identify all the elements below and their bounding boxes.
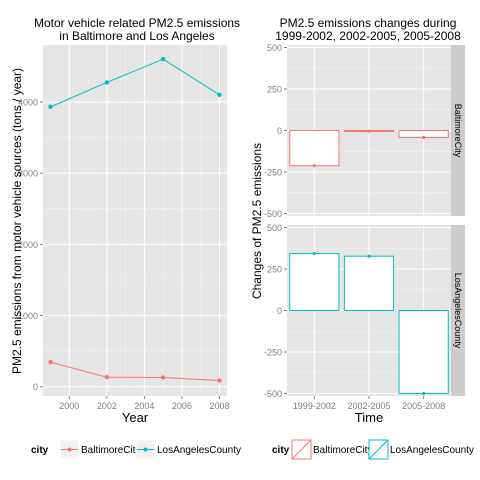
line-chart-x-tick-label: 2006 <box>172 401 192 411</box>
line-point-series-1 <box>160 56 166 62</box>
bar-chart-facets: -500 -250 0 250 500 BaltimoreCity -500 -250 0 250… <box>264 43 465 399</box>
line-chart-y-tick-label: 3000 <box>18 169 38 179</box>
bar-legend-label-baltimore: BaltimoreCity <box>313 445 372 456</box>
bar-chart-x-tick-label: 1999-2002 <box>293 401 336 411</box>
bar-chart-y-tick-label: 250 <box>267 84 282 94</box>
line-legend-label-baltimore: BaltimoreCity <box>81 445 140 456</box>
line-chart-legend: city BaltimoreCity LosAngelesCounty <box>31 439 241 460</box>
bar-chart-title-line-2: 1999-2002, 2002-2005, 2005-2008 <box>275 29 461 43</box>
facet-strip-label-0: BaltimoreCity <box>453 104 463 158</box>
line-chart-grid <box>43 45 227 396</box>
line-chart: Motor vehicle related PM2.5 emissions in… <box>10 16 240 425</box>
bar-chart-y-tick-label: 500 <box>267 43 282 53</box>
line-chart-x-tick-label: 2002 <box>97 401 117 411</box>
line-series-1 <box>50 58 220 108</box>
bar-point-1-1 <box>367 254 371 258</box>
bar-1-0 <box>289 253 340 312</box>
line-chart-y-tick-label: 2000 <box>18 240 38 250</box>
bar-legend-key-baltimore-slash <box>291 439 312 460</box>
bar-chart-y-tick-label: 500 <box>267 223 282 233</box>
line-point-series-1 <box>48 104 53 110</box>
bar-chart-y-tick-label: -250 <box>264 348 282 358</box>
bar-chart-y-tick-label: 0 <box>277 126 282 136</box>
line-chart-title-line-1: Motor vehicle related PM2.5 emissions <box>34 16 240 30</box>
line-legend-key-baltimore-point <box>67 447 72 452</box>
line-chart-title-line-2: in Baltimore and Los Angeles <box>59 29 214 43</box>
line-chart-y-tick-label: 4000 <box>18 97 38 107</box>
bar-point-0-1 <box>367 129 371 133</box>
line-chart-y-tick-label: 0 <box>33 382 38 392</box>
bar-point-1-0 <box>312 251 316 256</box>
line-legend-label-losangeles: LosAngelesCounty <box>157 445 241 456</box>
facet-strip-1 <box>451 225 465 396</box>
bar-point-0-2 <box>422 135 426 140</box>
bar-legend-title: city <box>272 445 290 456</box>
line-point-series-1 <box>104 80 110 85</box>
bar-1-1 <box>343 255 395 311</box>
bar-chart-legend: city BaltimoreCity LosAngelesCounty <box>272 439 474 460</box>
line-chart-x-axis-label: Year <box>122 410 149 425</box>
bar-1-2 <box>398 310 449 395</box>
bar-point-1-2 <box>422 391 426 396</box>
bar-chart-x-axis-label: Time <box>355 410 383 425</box>
line-series-0 <box>50 361 220 381</box>
bar-legend-key-losangeles-slash <box>368 439 389 460</box>
bar-legend-label-losangeles: LosAngelesCounty <box>390 445 474 456</box>
line-chart-y-tick-label: 1000 <box>18 311 38 321</box>
line-legend-title: city <box>31 445 49 456</box>
line-point-series-0 <box>160 375 166 380</box>
bar-point-0-0 <box>312 164 316 168</box>
facet-strip-label-1: LosAngelesCounty <box>453 273 463 349</box>
line-chart-series <box>48 56 222 383</box>
line-chart-x-tick-label: 2008 <box>209 401 229 411</box>
line-chart-x-tick-label: 2000 <box>59 401 79 411</box>
bar-chart-y-tick-label: 250 <box>267 264 282 274</box>
line-point-series-0 <box>48 359 53 365</box>
bar-chart-x-ticks: 1999-2002 2002-2005 2005-2008 <box>293 396 445 411</box>
bar-chart-x-tick-label: 2005-2008 <box>402 401 445 411</box>
bar-chart-y-tick-label: 0 <box>277 306 282 316</box>
facet-strip-0 <box>451 45 465 216</box>
line-point-series-1 <box>217 92 222 97</box>
line-chart-x-ticks: 2000 2002 2004 2006 2008 <box>59 396 230 411</box>
line-legend-key-losangeles-point <box>143 447 148 452</box>
bar-chart-y-tick-label: -500 <box>264 209 282 219</box>
line-chart-panel <box>43 45 227 396</box>
faceted-bar-chart: PM2.5 emissions changes during 1999-2002… <box>250 16 465 425</box>
line-point-series-0 <box>104 375 110 380</box>
bar-chart-y-tick-label: -250 <box>264 168 282 178</box>
bar-chart-y-axis-label: Changes of PM2.5 emissions <box>250 143 264 299</box>
line-point-series-0 <box>217 378 222 383</box>
line-chart-x-tick-label: 2004 <box>134 401 154 411</box>
line-chart-y-axis-label: PM2.5 emissions from motor vehicle sourc… <box>10 68 24 374</box>
line-chart-y-ticks: 0 1000 2000 3000 4000 <box>18 97 43 392</box>
bar-chart-y-tick-label: -500 <box>264 389 282 399</box>
bar-0-0 <box>289 130 340 167</box>
bar-chart-x-tick-label: 2002-2005 <box>347 401 390 411</box>
bar-chart-title-line-1: PM2.5 emissions changes during <box>280 16 457 30</box>
